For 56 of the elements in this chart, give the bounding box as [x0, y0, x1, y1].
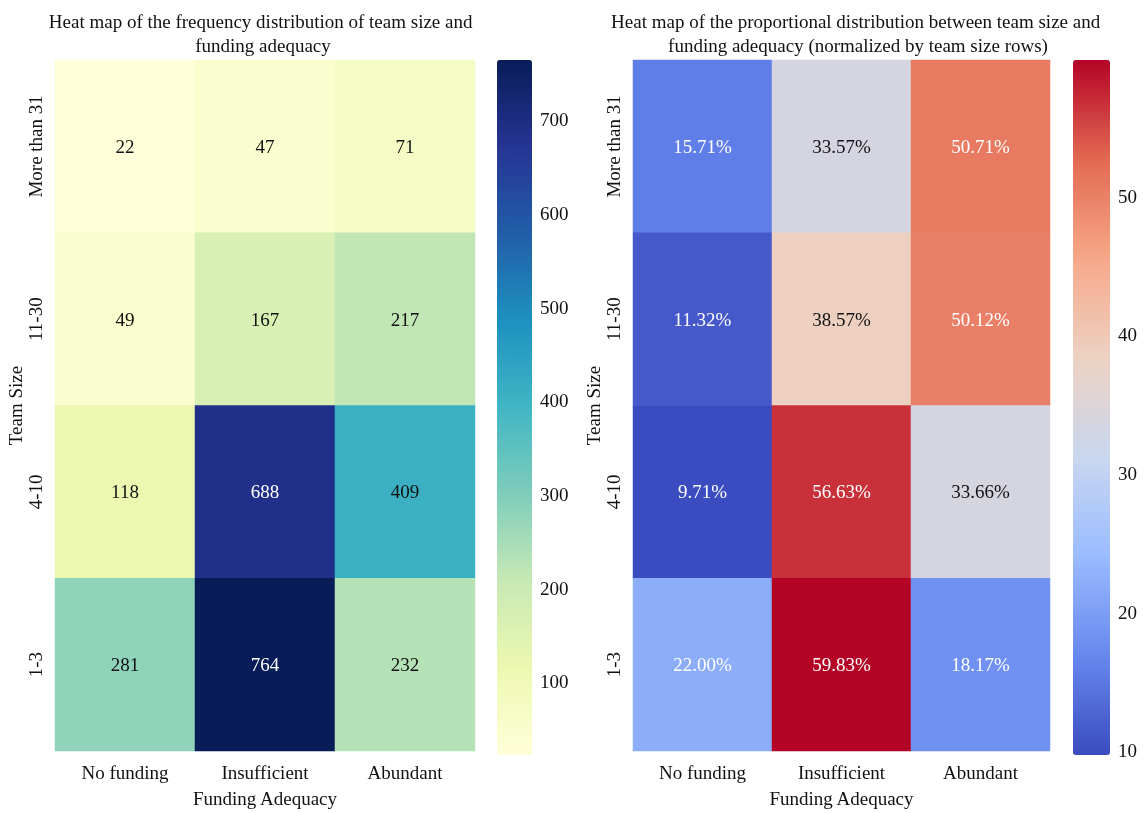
x-tick-label: Insufficient — [797, 762, 886, 783]
color-bar-label: 40 — [1118, 324, 1137, 346]
data-label: 71 — [395, 135, 415, 157]
color-bar-label: 300 — [540, 484, 569, 506]
data-label: 281 — [110, 654, 140, 676]
color-bar-label: 100 — [540, 671, 569, 693]
color-bar-label: 50 — [1118, 185, 1137, 207]
data-label: 9.71% — [677, 481, 728, 503]
data-label: 22.00% — [673, 654, 732, 676]
x-tick-label: Abundant — [943, 762, 1019, 783]
color-bar-label: 30 — [1118, 463, 1137, 485]
color-bar-label: 500 — [540, 296, 569, 318]
data-label: 118 — [111, 481, 139, 503]
data-label: 688 — [250, 481, 280, 503]
color-bar-label: 400 — [540, 390, 569, 412]
data-label: 49 — [115, 308, 135, 330]
data-label: 59.83% — [812, 654, 871, 676]
y-tick-label: 1-3 — [25, 651, 46, 678]
data-label: 217 — [390, 308, 420, 330]
color-bar-label: 20 — [1118, 601, 1137, 623]
y-axis-title: Team Size — [583, 365, 604, 446]
color-bar-label: 600 — [540, 203, 569, 225]
y-tick-label: More than 31 — [603, 95, 624, 198]
y-tick-label: 1-3 — [603, 651, 624, 678]
data-label: 409 — [390, 481, 420, 503]
data-label: 18.17% — [951, 654, 1010, 676]
data-label: 33.66% — [951, 481, 1010, 503]
data-label: 50.71% — [951, 135, 1010, 157]
x-axis-title: Funding Adequacy — [192, 788, 338, 809]
data-label: 38.57% — [812, 308, 871, 330]
y-tick-label: 11-30 — [25, 297, 46, 341]
y-tick-label: More than 31 — [25, 95, 46, 198]
chart-title: Heat map of the frequency distribution of team size and funding adequacy — [48, 10, 478, 56]
x-axis-title: Funding Adequacy — [769, 788, 915, 809]
color-bar-label: 10 — [1118, 740, 1137, 762]
data-label: 15.71% — [673, 135, 732, 157]
data-label: 167 — [250, 308, 280, 330]
data-label: 22 — [115, 135, 135, 157]
y-axis-title: Team Size — [5, 365, 26, 446]
data-label: 764 — [250, 654, 280, 676]
y-tick-label: 4-10 — [603, 474, 624, 510]
x-tick-label: Abundant — [367, 762, 444, 783]
x-tick-label: No funding — [658, 762, 747, 783]
data-label: 56.63% — [812, 481, 871, 503]
chart-title: Heat map of the proportional distribution between team size and funding adequacy (normalized by team size rows) — [611, 10, 1105, 57]
x-tick-label: No funding — [81, 762, 170, 783]
data-label: 11.32% — [673, 308, 732, 330]
x-tick-label: Insufficient — [221, 762, 310, 783]
data-label: 47 — [255, 135, 275, 157]
color-bar-label: 700 — [540, 109, 569, 131]
data-label: 33.57% — [812, 135, 871, 157]
y-tick-label: 4-10 — [25, 474, 46, 510]
y-tick-label: 11-30 — [603, 297, 624, 341]
data-label: 50.12% — [951, 308, 1010, 330]
data-label: 232 — [390, 654, 420, 676]
color-bar-label: 200 — [540, 577, 569, 599]
